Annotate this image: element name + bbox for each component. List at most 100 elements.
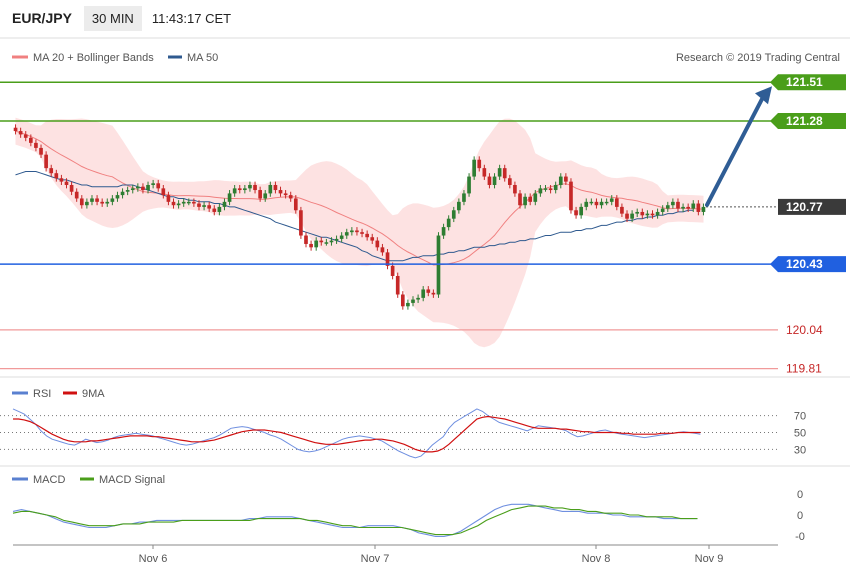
x-tick-label: Nov 9 <box>695 553 724 565</box>
candle-body <box>202 205 206 207</box>
candle-body <box>95 198 99 202</box>
candle-body <box>110 198 115 202</box>
candle-body <box>599 201 604 206</box>
candle-body <box>457 201 461 211</box>
candle-body <box>18 131 23 135</box>
candle-body <box>207 205 212 209</box>
candle-body <box>130 188 135 191</box>
timeframe-button[interactable]: 30 MIN <box>83 5 142 31</box>
candle-body <box>513 184 517 194</box>
candle-body <box>676 201 680 209</box>
macd-tick-label: 0 <box>797 510 803 522</box>
candle-body <box>115 195 120 199</box>
candle-body <box>502 168 507 179</box>
candle-body <box>222 201 227 207</box>
candle-body <box>314 240 319 248</box>
candle-body <box>360 232 364 234</box>
candle-body <box>309 243 313 248</box>
ma20-legend-label: MA 20 + Bollinger Bands <box>33 52 154 64</box>
price-level-label: 121.51 <box>786 75 823 89</box>
candle-body <box>29 137 33 143</box>
candle-body <box>609 198 614 202</box>
candle-body <box>136 186 140 189</box>
chart-header: EUR/JPY 30 MIN 11:43:17 CET <box>0 0 850 36</box>
price-level-label: 119.81 <box>786 362 822 376</box>
candle-body <box>186 201 191 204</box>
candle-body <box>416 297 420 300</box>
candle-body <box>69 184 74 192</box>
candle-body <box>594 201 599 206</box>
candle-body <box>553 184 558 191</box>
forecast-arrow-head <box>755 86 772 105</box>
candle-body <box>630 213 634 219</box>
candle-body <box>283 193 288 196</box>
candle-body <box>400 294 405 307</box>
candle-body <box>74 191 79 199</box>
candle-body <box>258 190 262 199</box>
macd-legend-label: MACD <box>33 474 65 486</box>
price-level-tag <box>770 256 846 273</box>
candle-body <box>293 198 298 211</box>
candle-body <box>620 206 624 214</box>
candle-body <box>533 193 538 202</box>
candle-body <box>243 188 247 191</box>
candle-body <box>691 203 696 209</box>
candle-body <box>380 247 385 253</box>
candle-body <box>365 233 369 238</box>
rsi-tick-label: 70 <box>794 411 806 423</box>
candle-body <box>334 238 339 241</box>
candle-body <box>477 159 482 169</box>
price-level-label: 120.77 <box>786 200 823 214</box>
candle-body <box>288 195 293 199</box>
candle-body <box>299 210 303 236</box>
candle-body <box>574 210 578 216</box>
macd-signal-legend-label: MACD Signal <box>99 474 165 486</box>
candle-body <box>34 142 38 148</box>
candle-body <box>426 289 431 293</box>
candle-body <box>344 232 349 236</box>
candle-body <box>671 201 675 206</box>
candle-body <box>482 168 487 177</box>
price-level-label: 121.28 <box>786 114 823 128</box>
current-price-tag <box>778 198 846 215</box>
candle-body <box>64 181 69 185</box>
candle-body <box>487 176 492 185</box>
candle-body <box>120 191 125 196</box>
candle-body <box>263 193 268 199</box>
candle-body <box>411 299 415 303</box>
candle-body <box>339 235 344 239</box>
candle-body <box>39 147 43 155</box>
candle-body <box>518 193 522 206</box>
candle-body <box>579 206 583 216</box>
candle-body <box>319 240 324 243</box>
price-level-label: 120.04 <box>786 323 823 337</box>
ma20-line <box>15 130 704 266</box>
price-level-label: 120.43 <box>786 257 823 271</box>
candle-body <box>355 230 359 233</box>
price-level-tag <box>770 112 846 129</box>
candle-body <box>90 198 94 202</box>
rsi-ma-legend-label: 9MA <box>82 388 105 400</box>
candle-body <box>558 176 563 185</box>
candle-body <box>268 184 273 194</box>
x-tick-label: Nov 8 <box>582 553 611 565</box>
rsi-tick-label: 30 <box>794 444 806 456</box>
candle-body <box>197 203 201 207</box>
candle-body <box>161 188 166 196</box>
candle-body <box>395 275 400 295</box>
candle-body <box>329 240 334 243</box>
candle-body <box>141 186 145 191</box>
candle-body <box>614 198 619 207</box>
candle-body <box>370 237 375 241</box>
candle-body <box>100 201 105 204</box>
candle-body <box>237 188 242 191</box>
candle-body <box>181 201 186 204</box>
macd-tick-label: 0 <box>797 489 803 501</box>
candle-body <box>54 173 59 179</box>
candle-body <box>350 230 354 233</box>
candle-body <box>701 206 706 212</box>
candle-body <box>125 190 130 192</box>
candle-body <box>59 178 64 182</box>
candle-body <box>385 252 390 266</box>
